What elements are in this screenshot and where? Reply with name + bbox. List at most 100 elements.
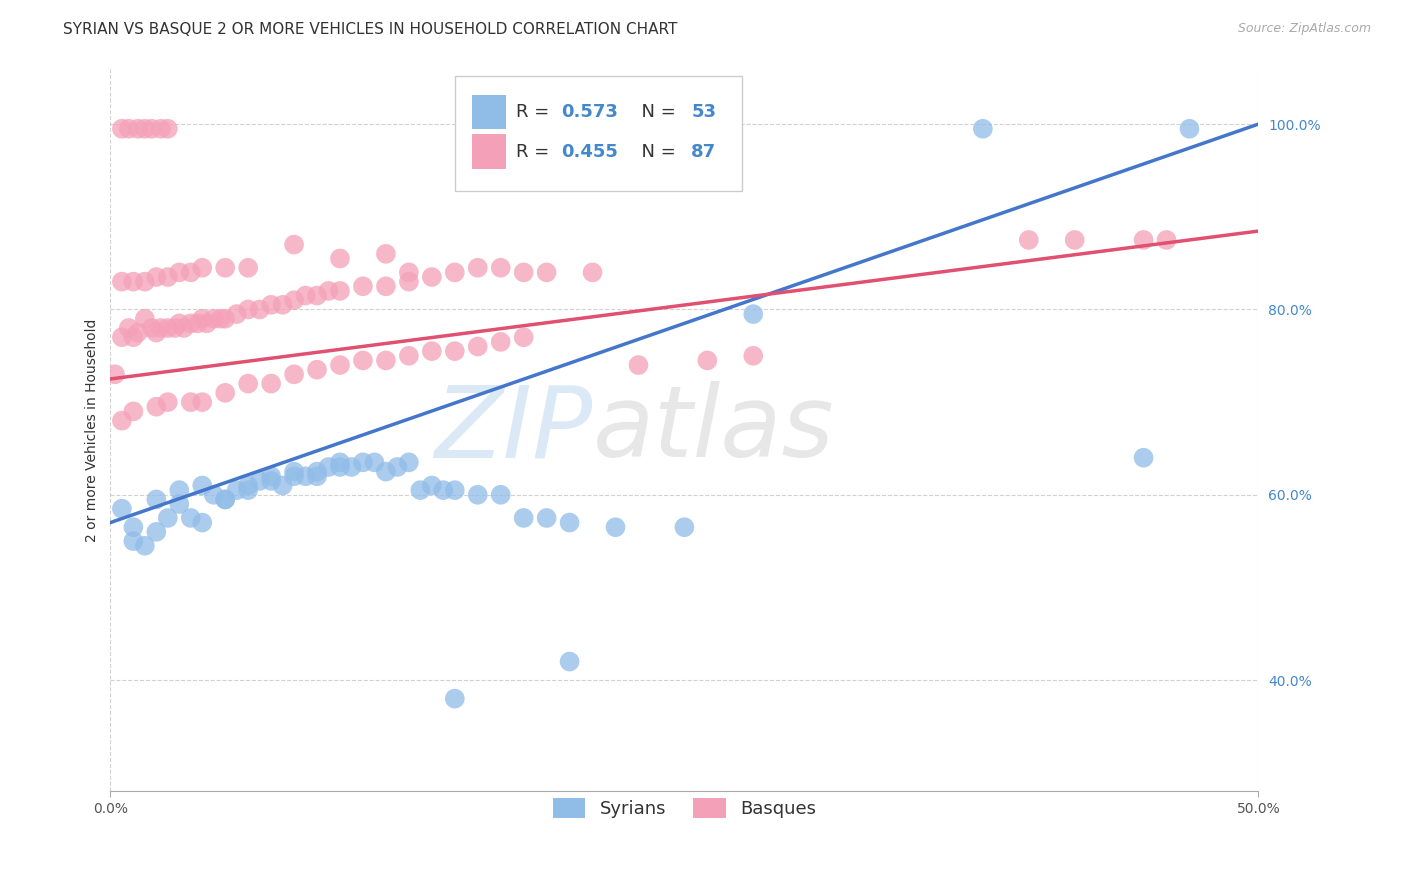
Point (180, 316, 202, 330)
Point (329, 252, 352, 266)
Point (156, 395, 179, 409)
Point (352, 353, 374, 368)
Point (283, 465, 305, 479)
Point (191, 311, 214, 326)
Point (283, 237, 305, 252)
Point (156, 511, 179, 525)
Point (134, 311, 156, 326)
Point (145, 524, 167, 539)
Point (1063, 233, 1085, 247)
Point (225, 483, 247, 497)
Point (180, 265, 202, 279)
Point (134, 275, 156, 289)
Point (238, 302, 260, 317)
Point (134, 539, 156, 553)
Point (149, 321, 172, 335)
Point (673, 520, 696, 534)
Point (489, 488, 512, 502)
Point (271, 478, 294, 492)
Text: 0.573: 0.573 (561, 103, 619, 121)
Point (249, 474, 271, 488)
Point (122, 534, 145, 549)
Point (202, 488, 225, 502)
Point (467, 260, 489, 275)
Text: R =: R = (516, 103, 554, 121)
Point (191, 516, 214, 530)
Point (420, 270, 443, 285)
Point (118, 121, 141, 136)
Point (1156, 233, 1178, 247)
Point (363, 455, 385, 469)
Point (742, 307, 765, 321)
Point (260, 474, 283, 488)
Point (111, 121, 134, 136)
Point (305, 465, 328, 479)
Point (512, 265, 534, 279)
Point (238, 478, 260, 492)
Bar (472, 135, 506, 169)
Point (340, 460, 363, 475)
Point (122, 404, 145, 418)
Point (398, 349, 420, 363)
Point (1018, 233, 1040, 247)
Point (127, 326, 149, 340)
Text: 53: 53 (692, 103, 716, 121)
Point (145, 326, 167, 340)
Point (1132, 233, 1154, 247)
Point (191, 478, 214, 492)
Point (225, 307, 247, 321)
Point (238, 483, 260, 497)
Point (374, 279, 396, 293)
Point (260, 298, 283, 312)
Point (1178, 121, 1201, 136)
Point (294, 288, 316, 302)
Point (536, 265, 558, 279)
Point (238, 376, 260, 391)
Point (305, 362, 328, 376)
Point (104, 368, 127, 382)
Point (214, 385, 236, 400)
Point (489, 334, 512, 349)
Point (202, 311, 225, 326)
Point (156, 121, 179, 136)
Point (318, 460, 340, 475)
Point (122, 330, 145, 344)
Text: Source: ZipAtlas.com: Source: ZipAtlas.com (1237, 22, 1371, 36)
FancyBboxPatch shape (454, 76, 742, 192)
Point (260, 469, 283, 483)
Point (374, 465, 396, 479)
Point (467, 339, 489, 353)
Point (260, 376, 283, 391)
Point (432, 483, 454, 497)
Point (329, 460, 352, 475)
Text: SYRIAN VS BASQUE 2 OR MORE VEHICLES IN HOUSEHOLD CORRELATION CHART: SYRIAN VS BASQUE 2 OR MORE VEHICLES IN H… (63, 22, 678, 37)
Point (318, 284, 340, 298)
Point (558, 516, 581, 530)
Point (127, 121, 149, 136)
Point (305, 288, 328, 302)
Point (163, 321, 186, 335)
Point (489, 260, 512, 275)
Point (467, 488, 489, 502)
Point (398, 275, 420, 289)
Point (134, 121, 156, 136)
Point (972, 121, 994, 136)
Point (238, 260, 260, 275)
Point (387, 460, 409, 475)
Point (352, 279, 374, 293)
Point (145, 400, 167, 414)
Text: ZIP: ZIP (434, 382, 592, 478)
Point (696, 353, 718, 368)
Point (329, 358, 352, 372)
Point (374, 247, 396, 261)
Text: atlas: atlas (592, 382, 834, 478)
Point (111, 275, 134, 289)
Point (180, 511, 202, 525)
Point (443, 344, 465, 359)
Point (283, 469, 305, 483)
Text: N =: N = (630, 103, 682, 121)
Point (443, 265, 465, 279)
Y-axis label: 2 or more Vehicles in Household: 2 or more Vehicles in Household (86, 318, 100, 541)
Text: N =: N = (630, 143, 682, 161)
Text: 87: 87 (692, 143, 717, 161)
